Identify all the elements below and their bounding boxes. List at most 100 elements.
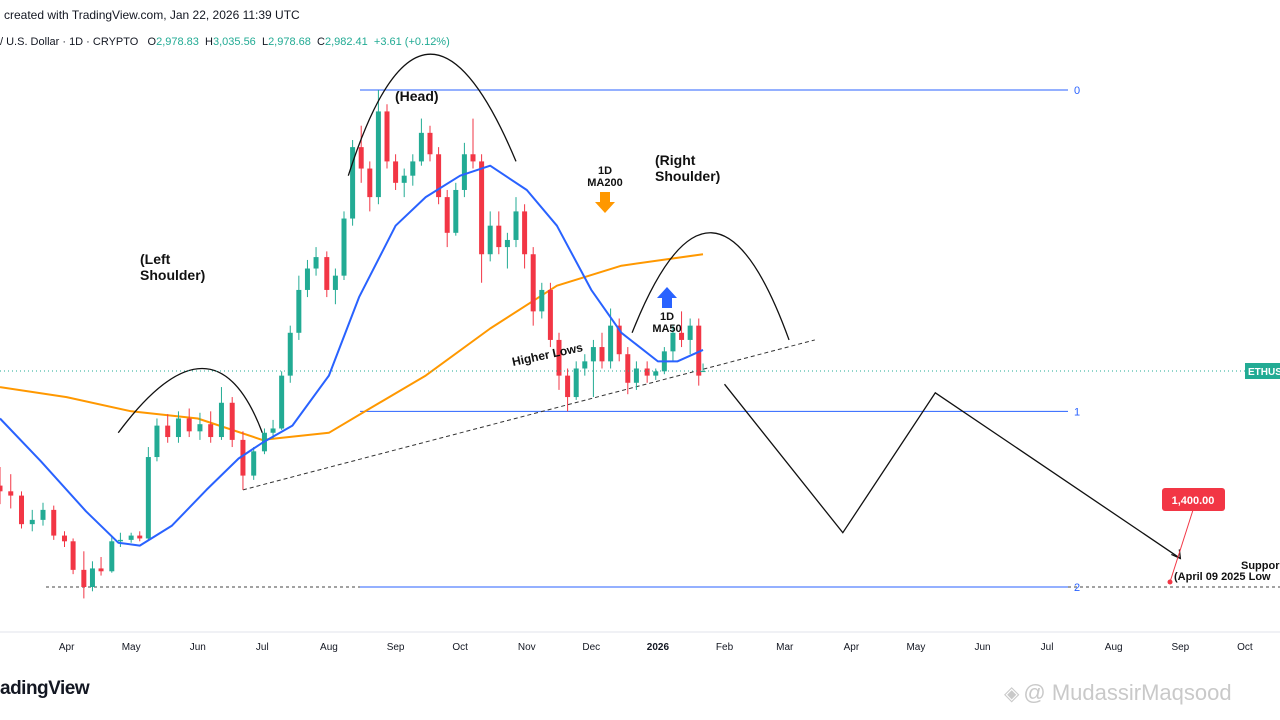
- candle: [670, 325, 676, 362]
- x-tick-label: Mar: [776, 642, 794, 653]
- high-label: H: [205, 36, 213, 48]
- x-tick-label: Sep: [1171, 642, 1189, 653]
- candle: [19, 491, 24, 529]
- candle-body: [296, 289, 302, 333]
- fib-level-label-1: 1: [1074, 406, 1080, 418]
- candle-body: [341, 218, 347, 276]
- x-tick-label: Feb: [716, 642, 734, 653]
- candle: [427, 125, 433, 162]
- candle: [175, 411, 181, 443]
- x-tick-label: Apr: [844, 642, 860, 653]
- candle-body: [350, 147, 356, 219]
- candle-body: [8, 491, 14, 496]
- candle-body: [418, 132, 424, 162]
- ma50-annotation: 1D MA50: [652, 311, 681, 335]
- candle: [51, 505, 57, 540]
- candle-body: [427, 132, 433, 155]
- candle: [358, 125, 364, 183]
- candle-body: [573, 368, 579, 398]
- candle: [556, 332, 562, 390]
- candle-body: [304, 268, 310, 290]
- candle: [296, 275, 302, 340]
- close-label: C: [317, 36, 325, 48]
- candle: [444, 189, 450, 248]
- higher-lows-label: Higher Lows: [511, 340, 585, 369]
- candle-body: [565, 375, 571, 398]
- low-label: L: [261, 36, 269, 48]
- candle: [700, 363, 706, 373]
- support-date-label: (April 09 2025 Low: [1174, 571, 1271, 583]
- symbol-price-tag: [1245, 363, 1280, 380]
- ma200-annotation: 1D MA200: [587, 165, 622, 189]
- symbol-name[interactable]: / U.S. Dollar · 1D · CRYPTO: [0, 36, 139, 48]
- ma50-annotation-line: 1D: [660, 311, 674, 323]
- ma50-annotation-line: MA50: [652, 323, 681, 335]
- candle-body: [670, 332, 676, 352]
- candle-body: [29, 519, 35, 525]
- x-tick-label: Dec: [582, 642, 600, 653]
- candle-body: [504, 239, 510, 248]
- candle-body: [19, 495, 24, 525]
- diamond-icon: ◈: [1004, 683, 1020, 705]
- candle-body: [653, 371, 659, 376]
- candle-body: [700, 371, 706, 373]
- candle: [70, 538, 76, 575]
- candle: [496, 211, 502, 255]
- candle-body: [186, 418, 192, 432]
- candle-body: [608, 325, 614, 362]
- projection-path: [723, 383, 1181, 559]
- support-label: Suppor: [1241, 560, 1280, 572]
- ma200-line: [0, 253, 704, 441]
- author-watermark: ◈ @ MudassirMaqsood: [1004, 680, 1232, 706]
- candle-body: [444, 197, 450, 233]
- candle: [513, 197, 519, 248]
- candle-body: [154, 425, 160, 458]
- ma50-arrow-up-icon: [657, 287, 677, 308]
- arc-label-line: Shoulder): [655, 168, 720, 184]
- candle-body: [547, 289, 553, 340]
- candle: [582, 354, 588, 376]
- tradingview-logo: adingView: [0, 678, 90, 699]
- candle: [29, 509, 35, 532]
- candle-body: [145, 457, 151, 539]
- candle-body: [313, 257, 319, 269]
- candle: [89, 561, 95, 592]
- arc-label-2: (Right Shoulder): [655, 152, 720, 184]
- candle-body: [644, 368, 650, 376]
- x-tick-label: Apr: [59, 642, 75, 653]
- candle-body: [165, 425, 171, 438]
- arc-label-0: (Left Shoulder): [140, 251, 205, 283]
- candle: [384, 104, 390, 169]
- candle-body: [461, 154, 467, 190]
- candle-body: [479, 161, 485, 255]
- candle-body: [51, 509, 57, 536]
- candle: [687, 318, 693, 355]
- candle: [470, 118, 476, 169]
- candle: [251, 447, 257, 480]
- candle-body: [522, 211, 528, 255]
- target-pointer-line: [1169, 509, 1194, 583]
- candle-body: [470, 154, 476, 162]
- candle: [418, 118, 424, 166]
- open-value: 2,978.83: [156, 36, 199, 48]
- candle-body: [410, 161, 416, 176]
- candle-body: [616, 325, 622, 355]
- candle-body: [687, 325, 693, 340]
- candle: [565, 368, 571, 412]
- x-tick-label: Jun: [974, 642, 990, 653]
- candle: [332, 268, 338, 305]
- open-label: O: [147, 36, 157, 48]
- x-tick-label: Nov: [518, 642, 536, 653]
- candle: [633, 361, 639, 390]
- arc-2: [631, 232, 790, 341]
- candle: [375, 90, 381, 205]
- candle: [197, 412, 203, 440]
- candle-body: [625, 354, 631, 383]
- candle-body: [539, 289, 545, 312]
- candle: [154, 418, 160, 462]
- candle: [461, 142, 467, 198]
- close-value: 2,982.41: [324, 36, 368, 48]
- x-tick-label: Aug: [1105, 642, 1123, 653]
- candle: [145, 447, 151, 540]
